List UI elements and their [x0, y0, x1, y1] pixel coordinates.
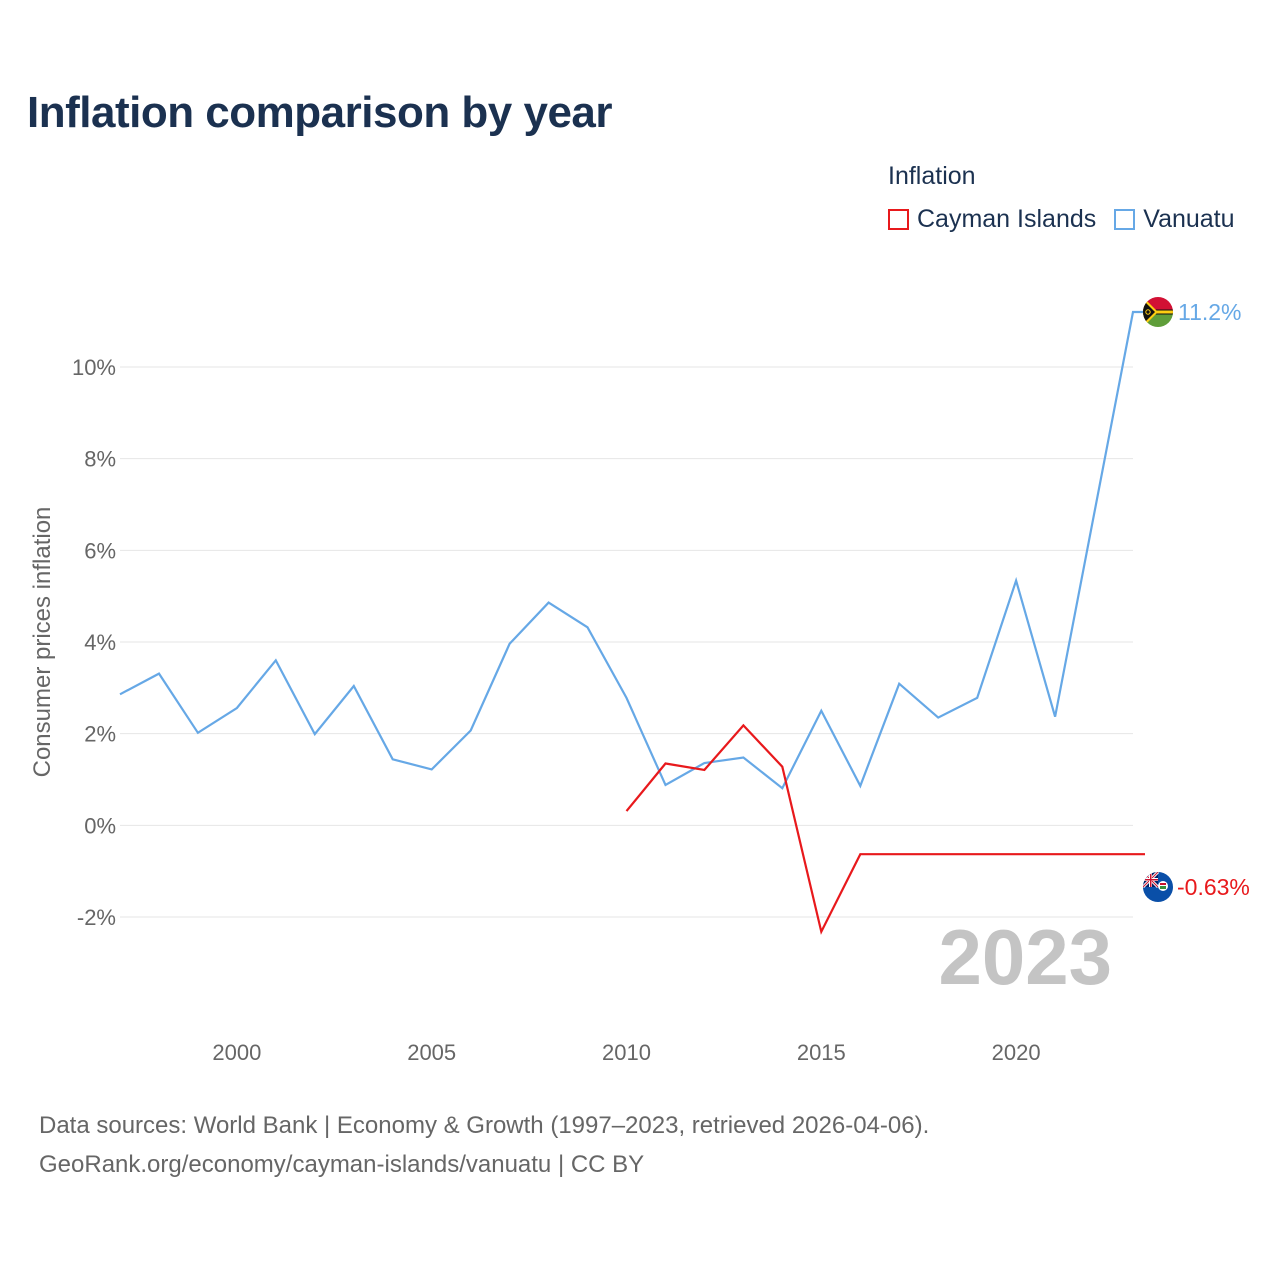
y-tick-label: 10%	[72, 355, 116, 380]
y-tick-label: 8%	[84, 447, 116, 472]
y-tick-label: 4%	[84, 630, 116, 655]
legend-swatch-vanuatu	[1114, 209, 1136, 230]
y-axis-ticks: -2% 0% 2% 4% 6% 8% 10%	[72, 355, 116, 930]
legend-item-cayman-islands[interactable]: Cayman Islands	[888, 205, 1096, 234]
series-line-cayman-islands	[625, 723, 1145, 935]
x-tick-label: 2015	[797, 1040, 846, 1065]
chart-title: Inflation comparison by year	[27, 88, 613, 137]
source-line-2[interactable]: GeoRank.org/economy/cayman-islands/vanua…	[39, 1151, 645, 1178]
legend-item-vanuatu[interactable]: Vanuatu	[1114, 205, 1235, 234]
y-tick-label: 0%	[84, 813, 116, 838]
x-tick-label: 2005	[407, 1040, 456, 1065]
x-tick-label: 2010	[602, 1040, 651, 1065]
y-tick-label: 6%	[84, 538, 116, 563]
grid-lines	[120, 366, 1133, 918]
source-line-1: Data sources: World Bank | Economy & Gro…	[39, 1112, 930, 1139]
year-watermark: 2023	[938, 913, 1112, 1001]
legend-title: Inflation	[888, 162, 976, 190]
line-chart: -2% 0% 2% 4% 6% 8% 10% 2000 2005 2010 2015 2020 Co…	[29, 297, 1250, 1065]
series-line-vanuatu	[119, 310, 1145, 790]
y-axis-label: Consumer prices inflation	[29, 507, 56, 778]
end-label-vanuatu: 11.2%	[1178, 299, 1242, 325]
cayman-islands-flag-icon	[1143, 872, 1173, 902]
legend-label-cayman-islands: Cayman Islands	[917, 205, 1097, 233]
x-axis-ticks: 2000 2005 2010 2015 2020	[212, 1040, 1040, 1065]
legend: Cayman Islands Vanuatu	[888, 205, 1235, 234]
source-note: Data sources: World Bank | Economy & Gro…	[39, 1106, 929, 1184]
legend-swatch-cayman-islands	[888, 209, 909, 230]
end-label-cayman-islands: -0.63%	[1177, 874, 1250, 900]
y-tick-label: 2%	[84, 722, 116, 747]
vanuatu-flag-icon	[1143, 297, 1173, 327]
legend-label-vanuatu: Vanuatu	[1143, 205, 1235, 233]
series-lines	[119, 310, 1145, 935]
x-tick-label: 2020	[992, 1040, 1041, 1065]
y-tick-label: -2%	[77, 905, 116, 930]
x-tick-label: 2000	[212, 1040, 261, 1065]
